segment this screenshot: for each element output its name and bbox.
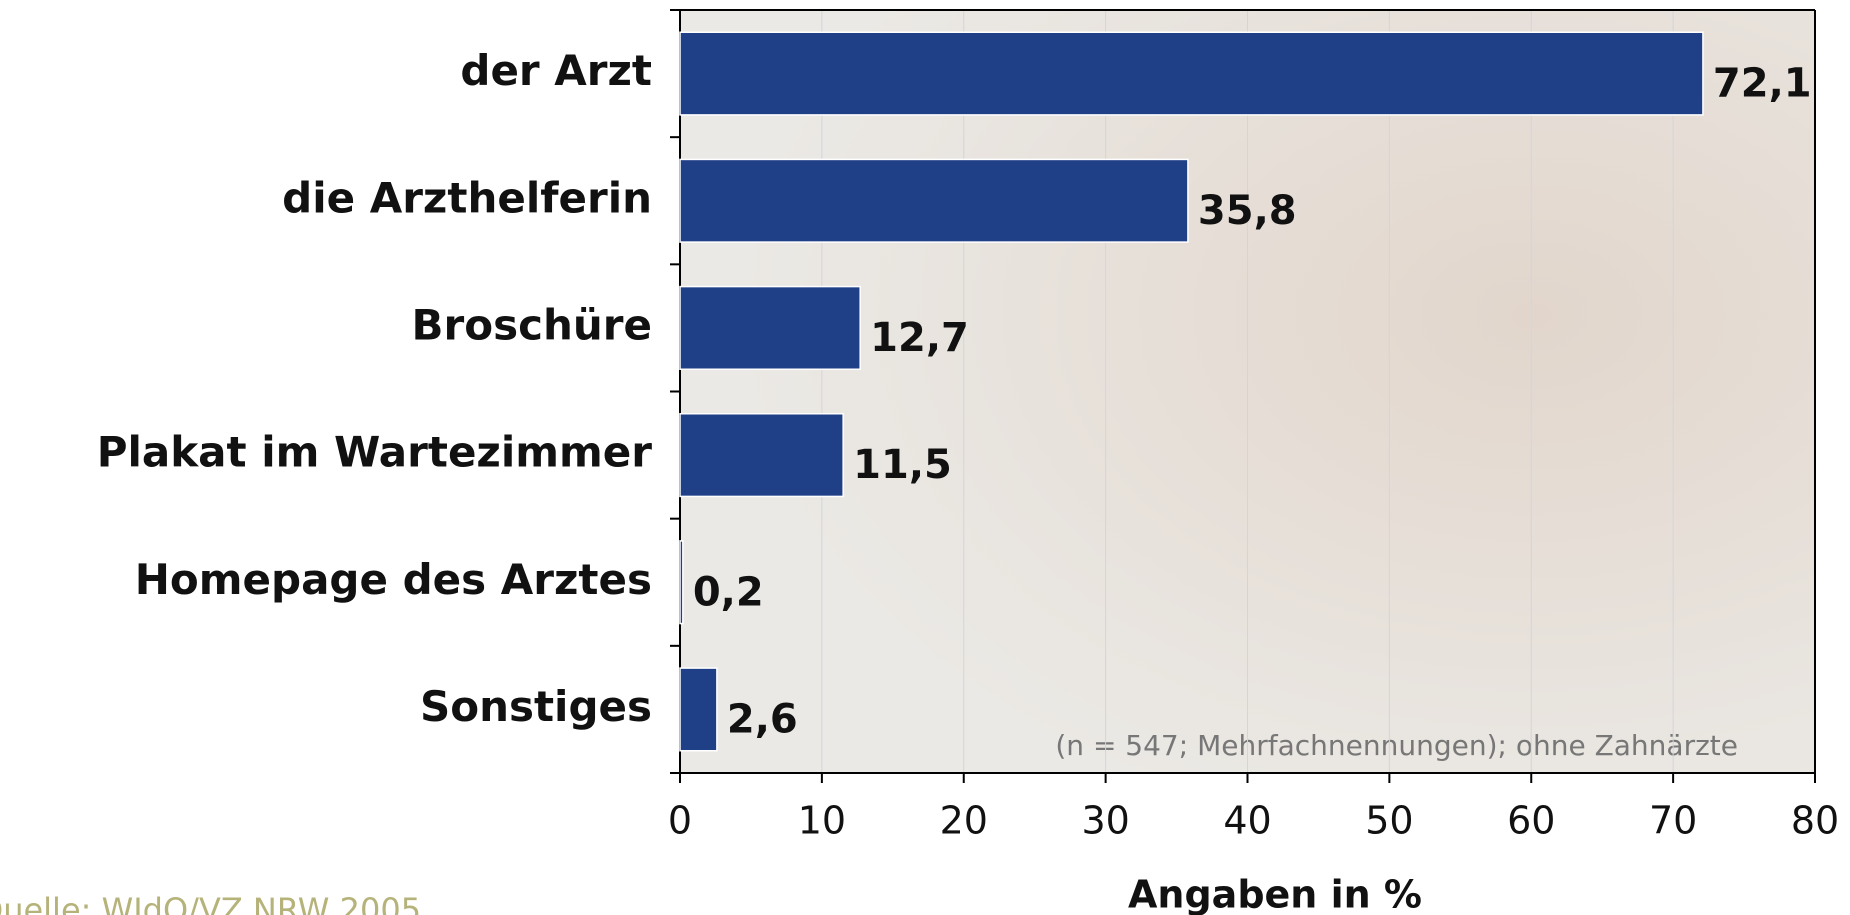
value-label: 0,2 bbox=[693, 569, 764, 615]
bar bbox=[680, 414, 843, 497]
x-tick-label: 30 bbox=[1081, 799, 1129, 843]
x-axis-title: Angaben in % bbox=[1128, 873, 1422, 915]
x-tick-label: 20 bbox=[940, 799, 988, 843]
value-label: 11,5 bbox=[853, 442, 952, 488]
annotation: (n = 547; Mehrfachnennungen); ohne Zahnä… bbox=[1055, 729, 1738, 762]
y-tick-label: die Arzthelferin bbox=[282, 173, 652, 222]
value-label: 12,7 bbox=[870, 315, 969, 361]
bar bbox=[680, 32, 1703, 115]
bar bbox=[680, 668, 717, 751]
bar bbox=[680, 541, 683, 624]
bar bbox=[680, 287, 860, 370]
y-tick-label: Plakat im Wartezimmer bbox=[97, 428, 653, 477]
x-tick-label: 10 bbox=[798, 799, 846, 843]
chart: (n = 547; Mehrfachnennungen); ohne Zahnä… bbox=[0, 0, 1850, 915]
value-label: 35,8 bbox=[1198, 188, 1297, 234]
value-label: 2,6 bbox=[727, 696, 798, 742]
x-tick-label: 50 bbox=[1365, 799, 1413, 843]
y-tick-label: Broschüre bbox=[412, 300, 652, 349]
x-tick-label: 80 bbox=[1791, 799, 1839, 843]
bar bbox=[680, 159, 1188, 242]
y-tick-label: Sonstiges bbox=[420, 682, 652, 731]
y-tick-label: Homepage des Arztes bbox=[135, 555, 652, 604]
x-tick-label: 70 bbox=[1649, 799, 1697, 843]
source: Quelle: WIdO/VZ NRW 2005 bbox=[0, 891, 421, 915]
y-tick-label: der Arzt bbox=[460, 46, 652, 95]
x-tick-label: 0 bbox=[668, 799, 692, 843]
x-tick-label: 60 bbox=[1507, 799, 1555, 843]
x-tick-label: 40 bbox=[1223, 799, 1271, 843]
value-label: 72,1 bbox=[1713, 61, 1812, 107]
